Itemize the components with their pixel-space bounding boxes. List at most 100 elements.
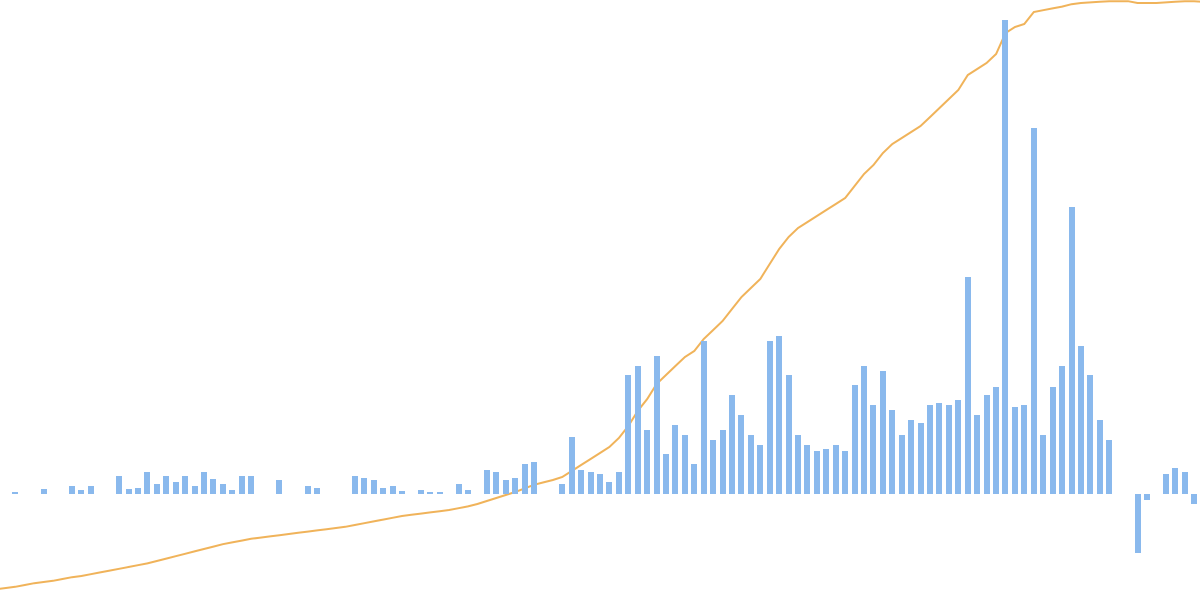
bar bbox=[701, 341, 707, 494]
bar bbox=[842, 451, 848, 494]
bar bbox=[578, 470, 584, 494]
bar bbox=[720, 430, 726, 494]
bar bbox=[465, 490, 471, 494]
bar bbox=[1012, 407, 1018, 494]
bar bbox=[1191, 494, 1197, 504]
bar bbox=[1021, 405, 1027, 494]
bar bbox=[616, 472, 622, 494]
bar bbox=[88, 486, 94, 494]
bar bbox=[399, 491, 405, 494]
bar bbox=[974, 415, 980, 494]
bar bbox=[418, 490, 424, 494]
bar bbox=[1097, 420, 1103, 494]
bar bbox=[12, 492, 18, 494]
bar bbox=[503, 480, 509, 494]
bar bbox=[144, 472, 150, 494]
bar bbox=[984, 395, 990, 494]
bar bbox=[1069, 207, 1075, 494]
bar bbox=[663, 454, 669, 494]
bar bbox=[606, 482, 612, 494]
bar bbox=[852, 385, 858, 494]
bar bbox=[1087, 375, 1093, 494]
bar bbox=[210, 479, 216, 494]
bar bbox=[710, 440, 716, 494]
bar bbox=[1135, 494, 1141, 553]
bar bbox=[78, 490, 84, 494]
bar bbox=[69, 486, 75, 494]
bar bbox=[116, 476, 122, 494]
bar bbox=[899, 435, 905, 494]
bar bbox=[861, 366, 867, 494]
cumulative-line bbox=[0, 1, 1200, 594]
bar bbox=[484, 470, 490, 494]
bar bbox=[1031, 128, 1037, 494]
bar bbox=[1182, 472, 1188, 494]
bar bbox=[635, 366, 641, 494]
bar bbox=[380, 488, 386, 494]
bar bbox=[870, 405, 876, 494]
bar bbox=[588, 472, 594, 494]
bar bbox=[946, 405, 952, 494]
bar bbox=[201, 472, 207, 494]
bar bbox=[936, 403, 942, 494]
bar bbox=[248, 476, 254, 494]
bar bbox=[804, 445, 810, 494]
bar bbox=[795, 435, 801, 494]
bar bbox=[625, 375, 631, 494]
bar bbox=[955, 400, 961, 494]
bar bbox=[276, 480, 282, 494]
bar bbox=[314, 488, 320, 494]
bar bbox=[1172, 468, 1178, 494]
bar bbox=[786, 375, 792, 494]
bar bbox=[352, 476, 358, 494]
bar bbox=[691, 464, 697, 494]
line-layer bbox=[0, 0, 1200, 600]
bar bbox=[729, 395, 735, 494]
bar bbox=[767, 341, 773, 494]
bar bbox=[390, 486, 396, 494]
bar bbox=[220, 484, 226, 494]
bar bbox=[833, 445, 839, 494]
bar bbox=[1078, 346, 1084, 494]
bar bbox=[163, 476, 169, 494]
bar bbox=[493, 472, 499, 494]
bar bbox=[427, 492, 433, 494]
bar bbox=[965, 277, 971, 494]
bar bbox=[597, 474, 603, 494]
bar bbox=[182, 476, 188, 494]
bar bbox=[672, 425, 678, 494]
bar bbox=[823, 449, 829, 494]
bar bbox=[814, 451, 820, 494]
bar bbox=[512, 478, 518, 494]
bar bbox=[569, 437, 575, 494]
bar bbox=[1050, 387, 1056, 494]
combo-chart bbox=[0, 0, 1200, 600]
bar bbox=[654, 356, 660, 494]
bar bbox=[908, 420, 914, 494]
bar bbox=[1059, 366, 1065, 494]
bar bbox=[889, 410, 895, 494]
bar bbox=[748, 435, 754, 494]
bar bbox=[1163, 474, 1169, 494]
bar bbox=[880, 371, 886, 495]
bar bbox=[229, 490, 235, 494]
bar bbox=[371, 480, 377, 494]
bar bbox=[644, 430, 650, 494]
bar bbox=[757, 445, 763, 494]
bar bbox=[173, 482, 179, 494]
bar bbox=[738, 415, 744, 494]
bar bbox=[531, 462, 537, 494]
bar bbox=[192, 486, 198, 494]
bar bbox=[1002, 20, 1008, 494]
bar bbox=[305, 486, 311, 494]
bar bbox=[361, 478, 367, 494]
bar bbox=[927, 405, 933, 494]
bar bbox=[1106, 440, 1112, 494]
bar bbox=[135, 488, 141, 494]
bar bbox=[154, 484, 160, 494]
bar bbox=[1040, 435, 1046, 494]
bar bbox=[993, 387, 999, 494]
bar bbox=[41, 489, 47, 494]
bar bbox=[239, 476, 245, 494]
bar bbox=[776, 336, 782, 494]
